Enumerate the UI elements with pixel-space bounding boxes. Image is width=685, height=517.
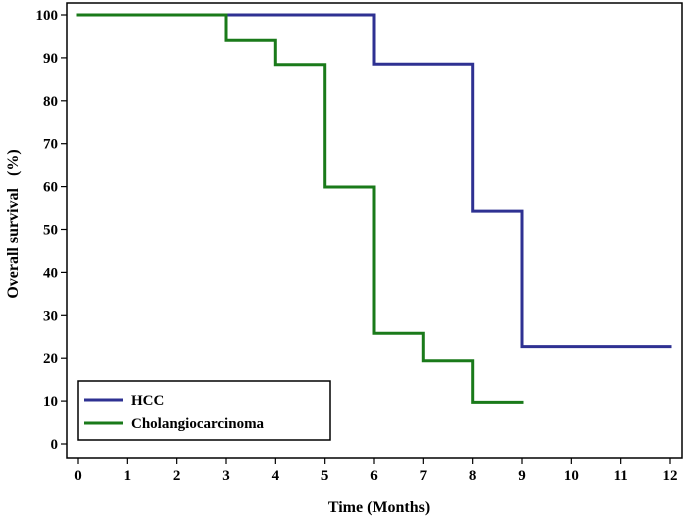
x-tick-label: 3 [222,468,230,484]
y-axis-title: Overall survival (%) [5,149,22,298]
y-tick-label: 40 [43,265,58,281]
y-tick-label: 60 [43,180,58,196]
x-tick-label: 11 [614,468,628,484]
series-layer [76,13,672,404]
x-tick-label: 1 [124,468,132,484]
y-tick-label: 70 [43,137,58,153]
x-tick-label: 9 [518,468,526,484]
legend: HCC Cholangiocarcinoma [77,380,331,441]
y-tick-label: 30 [43,308,58,324]
series-line-cholangiocarcinoma [76,13,524,404]
x-axis-title: Time (Months) [328,499,430,516]
y-tick-label: 80 [43,94,58,110]
x-tick-label: 4 [272,468,280,484]
y-tick-label: 20 [43,351,58,367]
legend-label-hcc: HCC [131,393,164,409]
x-tick-label: 12 [663,468,678,484]
y-tick-label: 90 [43,51,58,67]
legend-label-cholangiocarcinoma: Cholangiocarcinoma [131,416,265,432]
x-tick-label: 5 [321,468,329,484]
x-tick-label: 7 [420,468,428,484]
x-tick-label: 2 [173,468,181,484]
x-tick-label: 10 [564,468,579,484]
series-line-hcc [76,13,672,349]
y-tick-label: 100 [36,8,59,24]
x-tick-label: 0 [74,468,82,484]
y-tick-label: 10 [43,394,58,410]
y-tick-label: 0 [51,437,59,453]
legend-box [77,380,331,441]
x-tick-label: 6 [370,468,378,484]
y-tick-label: 50 [43,223,58,239]
x-tick-label: 8 [469,468,477,484]
